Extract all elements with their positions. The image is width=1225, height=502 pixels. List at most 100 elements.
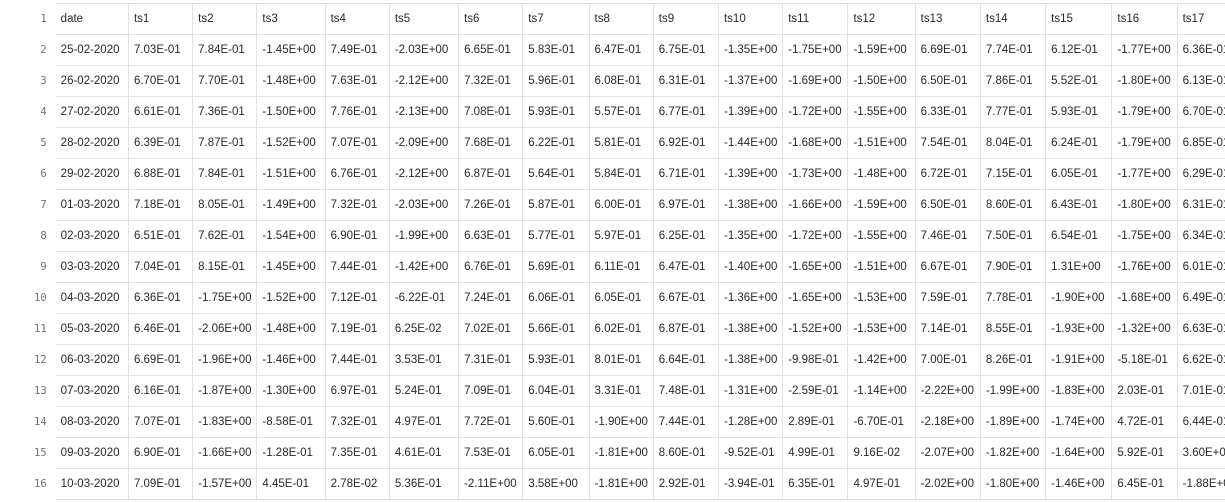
table-cell: 7.04E-01 <box>127 251 194 283</box>
table-cell: 7.90E-01 <box>979 251 1047 283</box>
line-number: 7 <box>4 189 56 221</box>
table-cell: 6.77E-01 <box>652 96 719 128</box>
table-row: 9 03-03-2020 7.04E-01 8.15E-01 -1.45E+00 7.44… <box>4 251 1225 283</box>
table-cell: -1.73E+00 <box>782 158 849 190</box>
table-cell: 7.53E-01 <box>458 437 524 469</box>
table-cell: 6.01E-01 <box>1176 251 1225 283</box>
table-cell: -3.94E-01 <box>717 468 784 500</box>
table-cell: -2.07E+00 <box>914 437 981 469</box>
table-cell: -1.35E+00 <box>717 220 784 252</box>
table-cell: 6.64E-01 <box>652 344 719 376</box>
line-number: 4 <box>4 96 56 128</box>
table-cell: 6.02E-01 <box>588 313 654 345</box>
table-cell: 7.24E-01 <box>458 282 524 314</box>
column-header: ts8 <box>588 3 654 35</box>
table-cell: 02-03-2020 <box>54 220 129 252</box>
table-cell: 6.29E-01 <box>1176 158 1225 190</box>
table-cell: 6.69E-01 <box>914 34 981 66</box>
column-header: ts16 <box>1111 3 1178 35</box>
table-cell: -1.68E+00 <box>782 127 849 159</box>
table-cell: 28-02-2020 <box>54 127 129 159</box>
table-cell: -1.48E+00 <box>256 313 326 345</box>
table-cell: -1.75E+00 <box>192 282 258 314</box>
table-cell: 7.76E-01 <box>324 96 390 128</box>
table-cell: 3.58E+00 <box>522 468 590 500</box>
table-cell: 01-03-2020 <box>54 189 129 221</box>
table-cell: 7.44E-01 <box>324 251 390 283</box>
table-cell: 6.71E-01 <box>652 158 719 190</box>
table-cell: -1.74E+00 <box>1045 406 1113 438</box>
table-cell: 6.22E-01 <box>522 127 590 159</box>
table-cell: -1.59E+00 <box>847 34 916 66</box>
line-number: 15 <box>4 437 56 469</box>
table-cell: -5.18E-01 <box>1111 344 1178 376</box>
table-cell: 29-02-2020 <box>54 158 129 190</box>
table-cell: 6.49E-01 <box>1176 282 1225 314</box>
table-cell: -2.03E+00 <box>388 189 460 221</box>
table-cell: 6.67E-01 <box>914 251 981 283</box>
table-cell: 7.03E-01 <box>127 34 194 66</box>
table-cell: -1.42E+00 <box>847 344 916 376</box>
line-number: 2 <box>4 34 56 66</box>
column-header: ts14 <box>979 3 1047 35</box>
table-cell: 6.24E-01 <box>1045 127 1113 159</box>
table-cell: -2.06E+00 <box>192 313 258 345</box>
table-cell: 7.78E-01 <box>979 282 1047 314</box>
table-cell: 8.26E-01 <box>979 344 1047 376</box>
table-cell: 6.36E-01 <box>1176 34 1225 66</box>
table-cell: -9.98E-01 <box>782 344 849 376</box>
table-cell: -1.80E+00 <box>1111 189 1178 221</box>
table-cell: -1.38E+00 <box>717 313 784 345</box>
table-cell: 7.02E-01 <box>458 313 524 345</box>
table-cell: 6.47E-01 <box>652 251 719 283</box>
line-number: 12 <box>4 344 56 376</box>
table-cell: 6.05E-01 <box>588 282 654 314</box>
table-cell: -1.39E+00 <box>717 158 784 190</box>
table-cell: 6.16E-01 <box>127 375 194 407</box>
column-header: ts17 <box>1176 3 1225 35</box>
table-cell: -1.38E+00 <box>717 344 784 376</box>
table-cell: -1.51E+00 <box>256 158 326 190</box>
table-cell: -1.37E+00 <box>717 65 784 97</box>
table-cell: 6.92E-01 <box>652 127 719 159</box>
table-cell: 5.93E-01 <box>522 344 590 376</box>
table-cell: 6.36E-01 <box>127 282 194 314</box>
table-cell: -1.80E+00 <box>1111 65 1178 97</box>
table-cell: -1.65E+00 <box>782 251 849 283</box>
table-cell: -1.39E+00 <box>717 96 784 128</box>
table-cell: -1.80E+00 <box>979 468 1047 500</box>
table-cell: 2.03E-01 <box>1111 375 1178 407</box>
table-cell: 7.18E-01 <box>127 189 194 221</box>
table-cell: -1.50E+00 <box>256 96 326 128</box>
table-cell: 8.05E-01 <box>192 189 258 221</box>
column-header: date <box>54 3 129 35</box>
table-cell: -1.77E+00 <box>1111 158 1178 190</box>
table-cell: 5.92E-01 <box>1111 437 1178 469</box>
table-cell: 6.50E-01 <box>914 65 981 97</box>
table-cell: 5.97E-01 <box>588 220 654 252</box>
table-cell: 6.11E-01 <box>588 251 654 283</box>
table-cell: 6.90E-01 <box>324 220 390 252</box>
table-cell: -1.82E+00 <box>979 437 1047 469</box>
table-cell: 7.09E-01 <box>458 375 524 407</box>
table-cell: 04-03-2020 <box>54 282 129 314</box>
table-cell: 5.24E-01 <box>388 375 460 407</box>
column-header: ts12 <box>847 3 916 35</box>
table-cell: -1.28E+00 <box>717 406 784 438</box>
table-cell: -1.45E+00 <box>256 34 326 66</box>
table-row: 6 29-02-2020 6.88E-01 7.84E-01 -1.51E+00 6.76… <box>4 158 1225 190</box>
table-cell: -1.53E+00 <box>847 282 916 314</box>
line-number: 11 <box>4 313 56 345</box>
table-cell: 6.12E-01 <box>1045 34 1113 66</box>
table-cell: -1.83E+00 <box>1045 375 1113 407</box>
table-cell: 7.84E-01 <box>192 34 258 66</box>
table-cell: 4.72E-01 <box>1111 406 1178 438</box>
table-cell: 6.62E-01 <box>1176 344 1225 376</box>
table-cell: 6.63E-01 <box>1176 313 1225 345</box>
table-cell: -1.52E+00 <box>782 313 849 345</box>
table-cell: 5.77E-01 <box>522 220 590 252</box>
table-cell: 7.31E-01 <box>458 344 524 376</box>
table-cell: 7.86E-01 <box>979 65 1047 97</box>
table-cell: 6.05E-01 <box>1045 158 1113 190</box>
table-cell: 6.39E-01 <box>127 127 194 159</box>
